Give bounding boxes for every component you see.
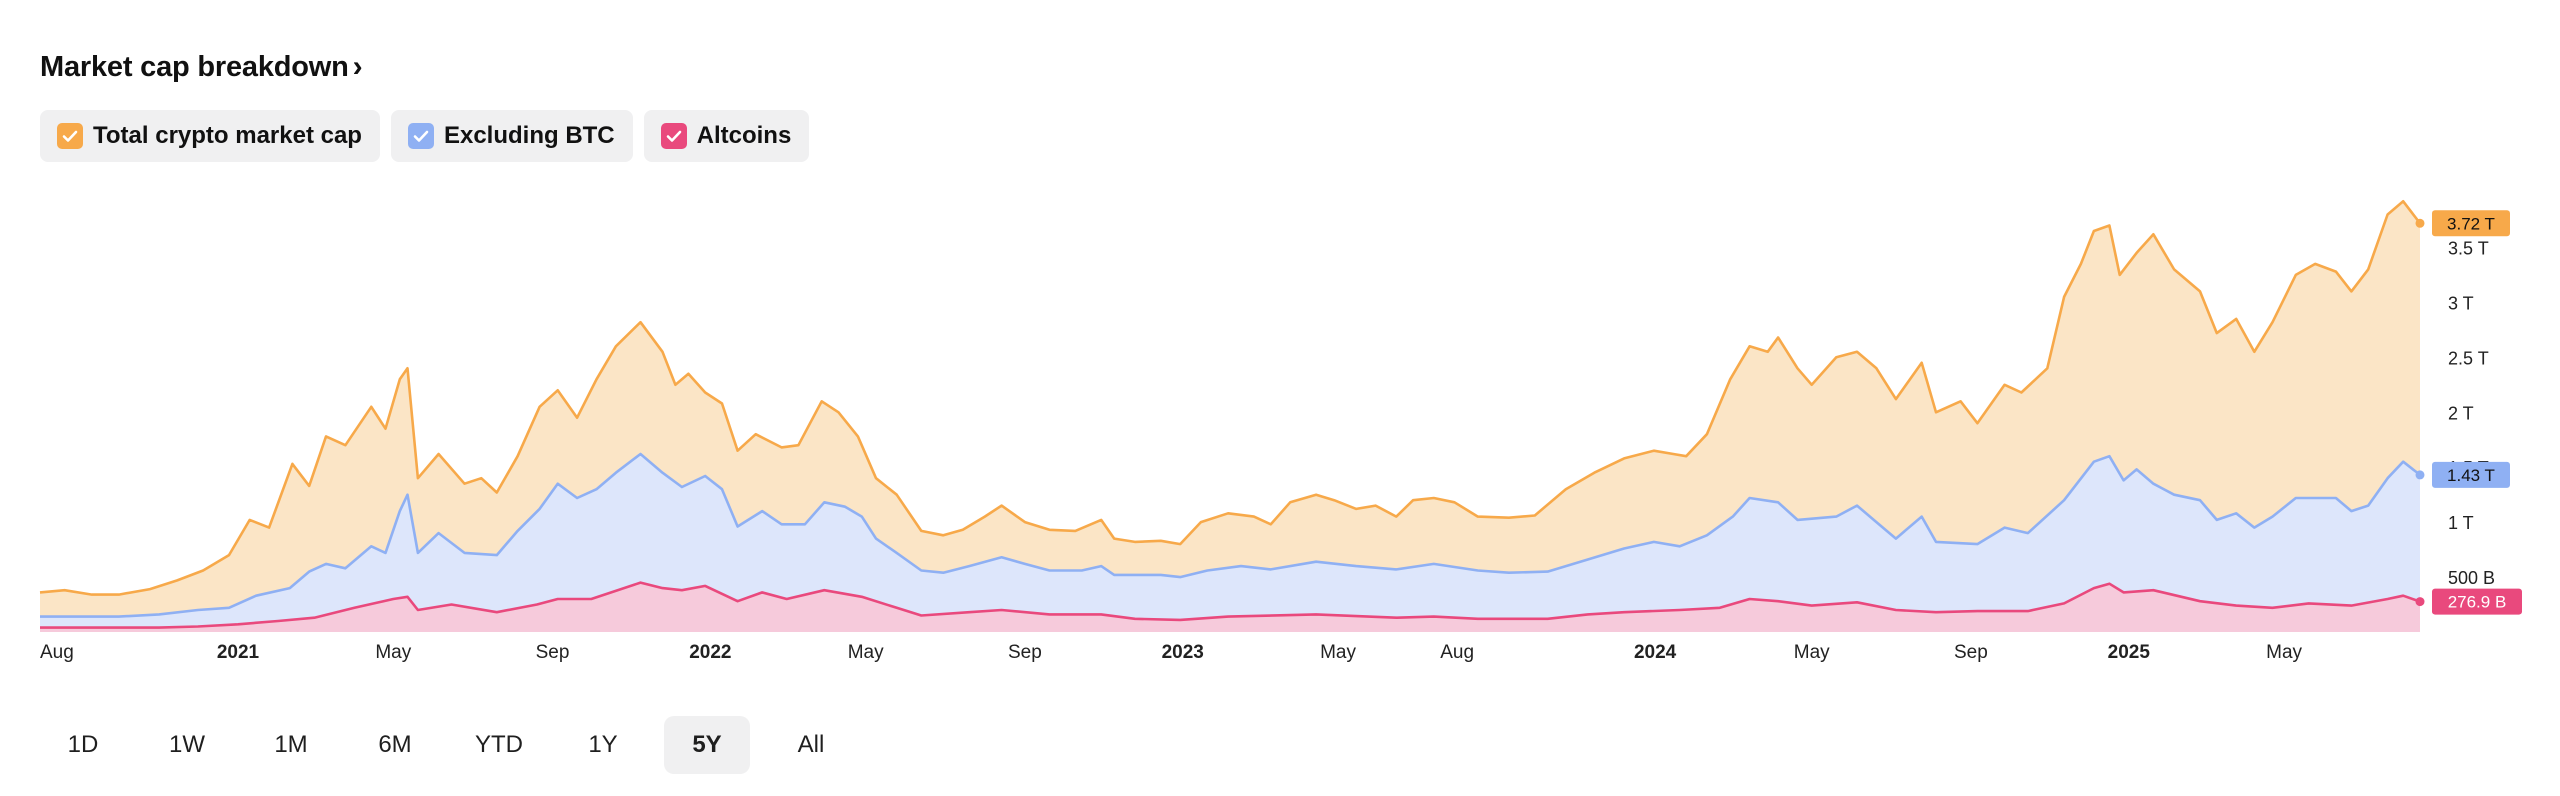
period-button-1y[interactable]: 1Y	[588, 731, 618, 758]
x-tick-label: May	[1320, 642, 1356, 663]
y-tick-label: 2 T	[2448, 403, 2474, 423]
legend-label: Altcoins	[696, 122, 792, 149]
series-line-2	[40, 581, 2421, 629]
legend-toggle-altcoins[interactable]: Altcoins	[643, 110, 810, 162]
x-tick-label: Aug	[40, 642, 74, 663]
last-value-label-1: 1.43 T	[2447, 466, 2495, 485]
period-button-1d[interactable]: 1D	[67, 731, 99, 758]
chart-title-link[interactable]: Market cap breakdown ›	[40, 50, 363, 84]
y-tick-label: 3.5 T	[2448, 238, 2489, 258]
y-tick-label: 3 T	[2448, 293, 2474, 313]
series-end-dot-2	[2415, 597, 2425, 607]
series-line-0	[39, 200, 2422, 596]
y-tick-label: 2.5 T	[2448, 348, 2489, 368]
x-tick-label: Aug	[1440, 642, 1474, 663]
x-tick-label: Sep	[536, 642, 570, 663]
market-cap-area-chart[interactable]: 500 B1 T1.5 T2 T2.5 T3 T3.5 TAug2021MayS…	[0, 180, 2560, 680]
chart-title: Market cap breakdown	[40, 50, 349, 83]
x-tick-label: May	[848, 642, 884, 663]
last-value-badge-1	[2432, 461, 2510, 488]
last-value-label-0: 3.72 T	[2447, 214, 2495, 233]
x-tick-label: May	[2266, 642, 2302, 663]
series-end-dot-1	[2415, 470, 2425, 480]
checkbox-icon	[660, 123, 687, 149]
series-end-dot-0	[2415, 218, 2425, 228]
period-button-all[interactable]: All	[797, 731, 825, 758]
legend-label: Total crypto market cap	[93, 122, 362, 149]
legend-toggle-total[interactable]: Total crypto market cap	[40, 110, 380, 162]
legend-toggle-excluding-btc[interactable]: Excluding BTC	[390, 110, 633, 162]
x-tick-label: 2023	[1162, 642, 1204, 663]
last-value-label-2: 276.9 B	[2448, 593, 2507, 612]
period-button-ytd[interactable]: YTD	[475, 731, 523, 758]
period-button-5y[interactable]: 5Y	[664, 716, 750, 774]
x-tick-label: Sep	[1954, 642, 1988, 663]
series-line-1	[40, 452, 2421, 618]
y-tick-label: 500 B	[2448, 568, 2495, 588]
series-area-2	[40, 582, 2420, 632]
last-value-badge-2	[2432, 588, 2522, 615]
period-button-6m[interactable]: 6M	[378, 731, 412, 758]
period-button-1m[interactable]: 1M	[274, 731, 308, 758]
checkbox-icon	[57, 123, 83, 149]
x-tick-label: 2025	[2108, 642, 2151, 663]
x-tick-label: Sep	[1008, 642, 1042, 663]
x-tick-label: 2024	[1634, 642, 1677, 663]
x-tick-label: 2022	[689, 642, 731, 663]
period-selector: 1D 1W 1M 6M YTD 1Y 5Y All	[40, 716, 854, 774]
legend-label: Excluding BTC	[443, 122, 615, 149]
x-tick-label: 2021	[217, 642, 260, 663]
checkbox-icon	[407, 123, 434, 149]
x-tick-label: May	[1794, 642, 1830, 663]
x-tick-label: May	[375, 642, 411, 663]
y-tick-label: 1 T	[2448, 513, 2474, 533]
period-button-1w[interactable]: 1W	[169, 731, 205, 758]
last-value-badge-0	[2432, 210, 2510, 237]
chevron-right-icon: ›	[352, 50, 363, 83]
legend: Total crypto market cap Excluding BTC Al…	[40, 110, 810, 162]
